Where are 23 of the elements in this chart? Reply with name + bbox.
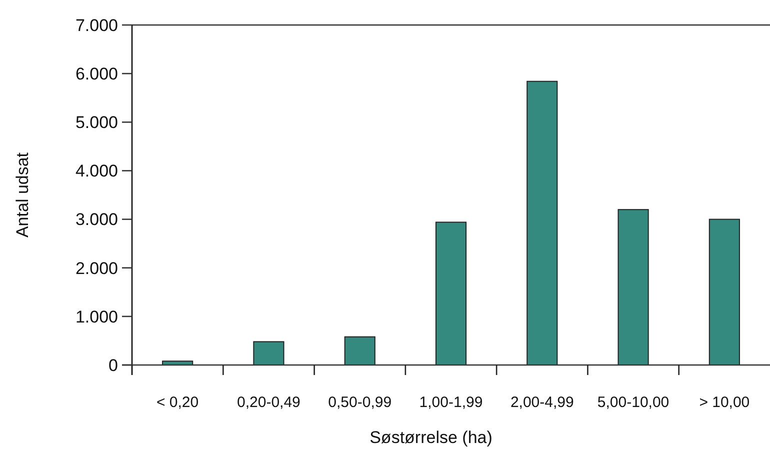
x-tick-label: > 10,00 bbox=[699, 394, 750, 411]
y-tick-label: 3.000 bbox=[75, 210, 118, 230]
bar bbox=[435, 222, 467, 366]
x-tick-label: 2,00-4,99 bbox=[510, 394, 574, 411]
bar bbox=[253, 341, 284, 366]
x-tick-label: < 0,20 bbox=[156, 394, 199, 411]
x-tick-label: 1,00-1,99 bbox=[419, 394, 483, 411]
y-axis-title: Antal udsat bbox=[13, 152, 32, 238]
bar bbox=[618, 209, 649, 366]
bar bbox=[344, 336, 376, 366]
x-tick-label: 0,50-0,99 bbox=[328, 394, 392, 411]
x-axis-title: Søstørrelse (ha) bbox=[370, 428, 492, 447]
y-tick-label: 7.000 bbox=[75, 16, 118, 35]
x-tick-label: 5,00-10,00 bbox=[597, 394, 670, 411]
y-tick-label: 2.000 bbox=[75, 258, 118, 278]
y-tick-label: 1.000 bbox=[75, 307, 118, 326]
y-tick-label: 0 bbox=[108, 356, 118, 375]
bar bbox=[708, 218, 740, 366]
x-tick-label: 0,20-0,49 bbox=[237, 394, 300, 411]
y-tick-label: 4.000 bbox=[75, 162, 118, 181]
y-tick-label: 5.000 bbox=[75, 113, 118, 132]
y-tick-label: 6.000 bbox=[75, 64, 118, 84]
bar bbox=[526, 80, 558, 366]
